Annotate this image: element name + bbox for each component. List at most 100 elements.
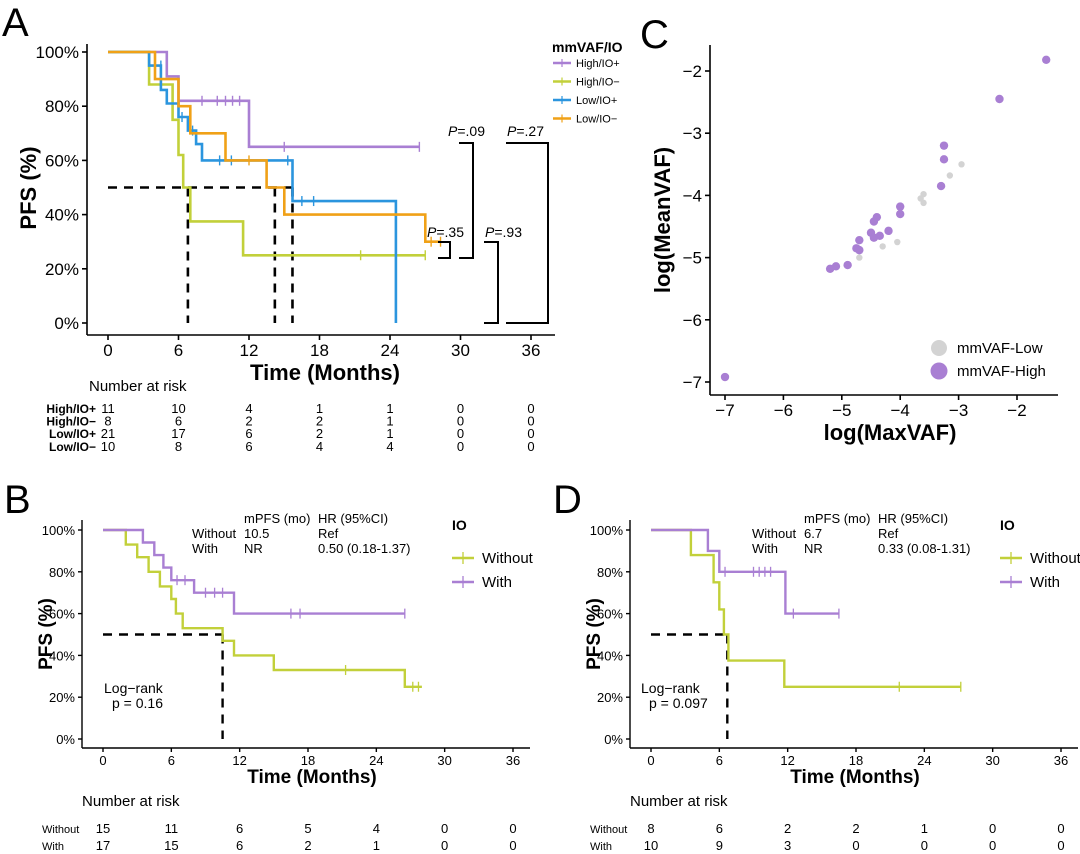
y-tick-label: 80% [45, 97, 79, 116]
panel-label-d: D [553, 478, 582, 522]
legend-title: IO [1000, 517, 1015, 533]
scatter-point-low [856, 254, 863, 261]
risk-value: 17 [171, 426, 185, 441]
p-value-label: P=.27 [507, 123, 544, 139]
scatter-point-high [939, 141, 949, 150]
scatter-point-high [884, 226, 893, 236]
risk-row-label: Low/IO+ [49, 427, 96, 441]
risk-row-label: Low/IO− [49, 440, 96, 454]
km-curve-lowiopos [108, 50, 398, 323]
risk-value: 1 [386, 426, 393, 441]
risk-value: 0 [509, 838, 516, 853]
legend-label-high: mmVAF-High [957, 363, 1046, 380]
p-value-label: P=.93 [485, 224, 522, 240]
scatter-point-high [936, 181, 946, 191]
scatter-point-high [896, 209, 905, 219]
risk-row-label: With [42, 841, 64, 853]
y-tick-label: 60% [49, 607, 75, 622]
p-symbol: P [427, 224, 437, 240]
legend-title: mmVAF/IO [552, 39, 623, 55]
stats-header-hr: HR (95%CI) [318, 511, 388, 526]
y-tick-label: 0% [56, 732, 75, 747]
p-value: =.27 [516, 123, 544, 139]
risk-value: 1 [316, 401, 323, 416]
risk-value: 0 [457, 439, 464, 454]
stats-group: Without [192, 526, 236, 541]
stats-header-mpfs: mPFS (mo) [804, 511, 870, 526]
risk-value: 4 [386, 439, 393, 454]
y-tick-label: −4 [683, 186, 702, 205]
bracket-p93 [484, 241, 499, 324]
risk-value: 6 [245, 426, 252, 441]
risk-value: 0 [1057, 838, 1064, 853]
y-axis-title: log(MeanVAF) [650, 147, 675, 293]
legend-swatch-high [930, 362, 948, 380]
bracket-p09 [459, 142, 474, 259]
x-tick-label: −6 [774, 401, 793, 420]
legend-label: With [1030, 574, 1060, 591]
x-tick-label: 6 [716, 753, 723, 768]
x-axis-title: log(MaxVAF) [824, 420, 957, 445]
legend-label: Low/IO+ [576, 95, 617, 107]
km-curve-with [103, 528, 405, 615]
y-tick-label: −2 [683, 62, 702, 81]
logrank-label: Log−rank [104, 680, 164, 696]
risk-value: 8 [647, 821, 654, 836]
y-tick-label: 40% [597, 648, 623, 663]
risk-value: 3 [784, 838, 791, 853]
x-tick-label: 36 [506, 753, 520, 768]
risk-value: 0 [441, 838, 448, 853]
y-tick-label: 0% [604, 732, 623, 747]
risk-value: 4 [245, 401, 252, 416]
x-tick-label: −3 [949, 401, 968, 420]
scatter-point-high [843, 260, 852, 270]
y-tick-label: −7 [683, 373, 702, 392]
x-tick-label: 30 [451, 341, 470, 360]
scatter-point-high [825, 264, 835, 273]
risk-value: 0 [441, 821, 448, 836]
p-symbol: P [485, 224, 495, 240]
logrank-label: Log−rank [641, 680, 701, 696]
risk-value: 0 [527, 401, 534, 416]
risk-value: 10 [644, 838, 658, 853]
scatter-point-low [946, 172, 954, 179]
p-value-label: P=.09 [448, 123, 485, 139]
risk-value: 0 [527, 414, 534, 429]
scatter-point-high [896, 202, 905, 211]
panel-label-b: B [4, 478, 31, 522]
y-tick-label: 100% [590, 523, 624, 538]
x-tick-label: −5 [832, 401, 851, 420]
bracket-p27 [506, 142, 549, 324]
scatter-point-low [920, 199, 927, 207]
p-symbol: P [448, 123, 458, 139]
y-axis-title: PFS (%) [584, 598, 605, 670]
legend-label: Without [1030, 550, 1080, 567]
scatter-plot-c: −7 −6 −5 −4 −3 −2 −7 −6 −5 −4 −3 −2 log(MaxVAF) log(M… [650, 45, 1058, 445]
risk-row-label: Without [42, 824, 79, 836]
legend-title: IO [452, 517, 467, 533]
x-axis-title: Time (Months) [247, 767, 376, 788]
y-tick-label: −5 [683, 249, 702, 268]
risk-row-label: High/IO+ [46, 402, 96, 416]
scatter-point-high [855, 235, 864, 245]
x-tick-label: 36 [522, 341, 541, 360]
p-value: =.09 [457, 123, 485, 139]
risk-value: 10 [101, 439, 115, 454]
risk-value: 6 [245, 439, 252, 454]
risk-value: 21 [101, 426, 115, 441]
risk-value: 0 [989, 821, 996, 836]
p-symbol: P [507, 123, 517, 139]
y-tick-label: 100% [42, 523, 76, 538]
legend-label-low: mmVAF-Low [957, 340, 1043, 357]
risk-value: 17 [96, 838, 110, 853]
scatter-point-high [995, 94, 1004, 104]
x-tick-label: 24 [381, 341, 400, 360]
risk-row-label: Without [590, 824, 627, 836]
risk-value: 0 [527, 439, 534, 454]
y-tick-label: 80% [49, 565, 75, 580]
km-curve-without [651, 528, 961, 688]
legend-swatch-low [931, 340, 947, 356]
risk-value: 6 [175, 414, 182, 429]
